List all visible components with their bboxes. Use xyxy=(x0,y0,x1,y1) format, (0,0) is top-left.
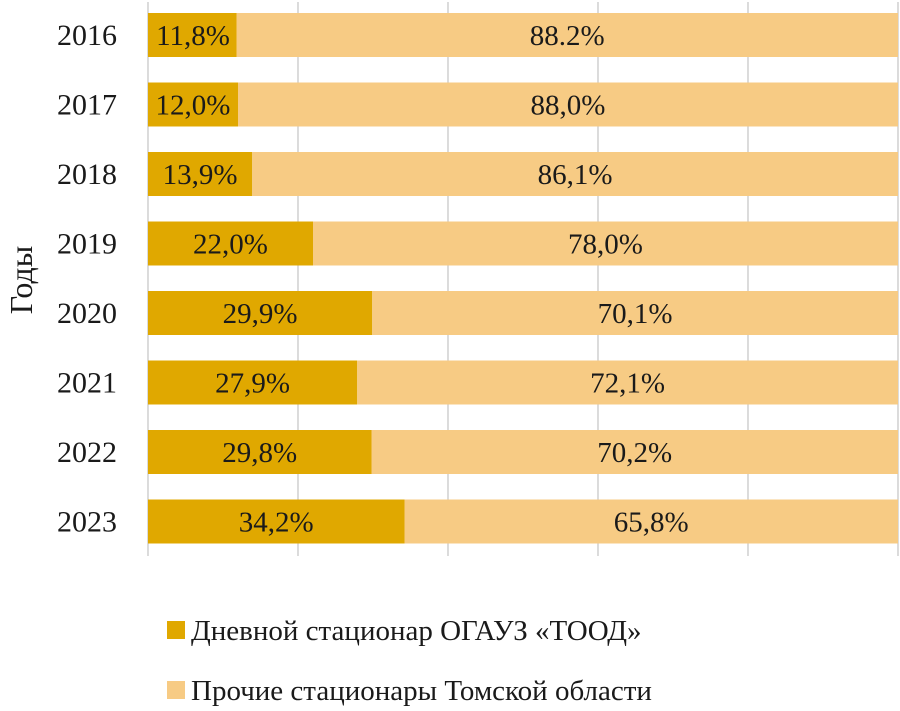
bar-row-2019: 22,0% 78,0% xyxy=(148,221,898,266)
data-label: 70,2% xyxy=(597,437,672,469)
y-tick-label: 2018 xyxy=(57,158,117,191)
y-tick-label: 2022 xyxy=(57,436,117,469)
data-label: 78,0% xyxy=(568,229,643,261)
y-tick-labels: 2016 2017 2018 2019 2020 2021 2022 2023 xyxy=(57,19,117,539)
legend-item: Дневной стационар ОГАУЗ «ТООД» xyxy=(167,615,642,647)
data-label: 27,9% xyxy=(215,368,290,400)
y-tick-label: 2016 xyxy=(57,19,117,52)
legend-swatch xyxy=(167,621,185,639)
bar-row-2021: 27,9% 72,1% xyxy=(148,360,898,405)
legend-item: Прочие стационары Томской области xyxy=(167,675,652,707)
bar-segment-other xyxy=(313,221,898,266)
data-label: 11,8% xyxy=(156,20,230,52)
data-label: 34,2% xyxy=(239,507,314,539)
bar-row-2022: 29,8% 70,2% xyxy=(148,430,898,474)
bar-row-2018: 13,9% 86,1% xyxy=(148,152,898,196)
data-label: 70,1% xyxy=(598,298,673,330)
data-label: 12,0% xyxy=(156,90,231,122)
bar-segment-primary xyxy=(148,152,253,196)
bar-segment-primary xyxy=(148,13,237,57)
data-label: 88,0% xyxy=(531,90,606,122)
y-axis-title: Годы xyxy=(3,246,39,315)
legend-swatch xyxy=(167,681,185,699)
bar-segment-other xyxy=(371,430,898,474)
bar-segment-primary xyxy=(148,221,313,266)
data-label: 29,9% xyxy=(223,298,298,330)
bar-segment-primary xyxy=(148,499,405,544)
bar-segment-other xyxy=(236,13,898,57)
bar-row-2016: 11,8% 88.2% xyxy=(148,13,898,57)
y-tick-label: 2021 xyxy=(57,367,117,400)
bar-segment-primary xyxy=(148,291,373,335)
y-tick-label: 2020 xyxy=(57,297,117,330)
bar-row-2023: 34,2% 65,8% xyxy=(148,499,898,544)
bar-segment-other xyxy=(357,360,898,405)
bar-segment-other xyxy=(252,152,898,196)
bars: 11,8% 88.2% 12,0% 88,0% 13,9% 86,1% 22,0% 78,0%… xyxy=(148,13,898,544)
data-label: 13,9% xyxy=(163,159,238,191)
bar-segment-primary xyxy=(148,430,372,474)
legend-label: Прочие стационары Томской области xyxy=(191,675,652,707)
legend: Дневной стационар ОГАУЗ «ТООД» Прочие ста… xyxy=(167,615,652,707)
bar-segment-primary xyxy=(148,82,238,127)
bar-row-2017: 12,0% 88,0% xyxy=(148,82,898,127)
bar-row-2020: 29,9% 70,1% xyxy=(148,291,898,335)
bar-segment-primary xyxy=(148,360,358,405)
data-label: 72,1% xyxy=(590,368,665,400)
y-tick-label: 2019 xyxy=(57,228,117,261)
bar-segment-other xyxy=(404,499,898,544)
y-tick-label: 2017 xyxy=(57,89,117,122)
bar-segment-other xyxy=(372,291,898,335)
y-tick-label: 2023 xyxy=(57,506,117,539)
legend-label: Дневной стационар ОГАУЗ «ТООД» xyxy=(191,615,642,647)
data-label: 86,1% xyxy=(538,159,613,191)
data-label: 88.2% xyxy=(530,20,605,52)
data-label: 29,8% xyxy=(222,437,297,469)
data-label: 65,8% xyxy=(614,507,689,539)
data-label: 22,0% xyxy=(193,229,268,261)
bar-segment-other xyxy=(238,82,898,127)
